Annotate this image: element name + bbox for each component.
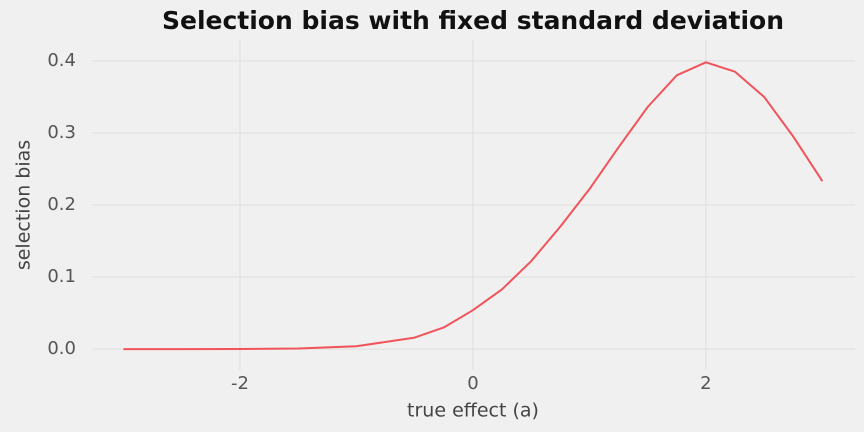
line [123,61,824,351]
y-axis-title: selection bias [13,140,35,270]
y-tick-label: 0.3 [47,122,76,143]
x-tick-label: 2 [700,373,711,394]
y-tick-label: 0.0 [47,338,76,359]
x-tick-label: 0 [467,373,478,394]
x-axis-title: true effect (a) [407,400,539,422]
y-tick-label: 0.4 [47,50,76,71]
chart-title: Selection bias with fixed standard devia… [162,6,784,35]
x-tick-label: -2 [231,373,249,394]
y-tick-label: 0.1 [47,266,76,287]
y-tick-label: 0.2 [47,194,76,215]
